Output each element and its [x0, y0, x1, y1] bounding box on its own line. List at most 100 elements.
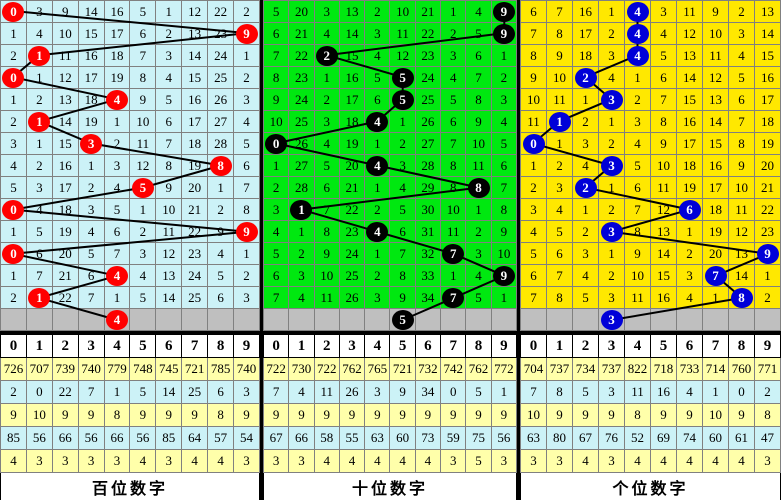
grid-cell[interactable]: 13 [728, 242, 755, 265]
grid-cell[interactable]: 1 [25, 66, 53, 89]
grid-cell[interactable]: 14 [650, 242, 677, 265]
grid-cell[interactable]: 26 [338, 286, 366, 309]
grid-cell[interactable]: 3 [389, 154, 416, 177]
grid-cell[interactable]: 2 [103, 132, 131, 155]
grid-cell[interactable]: 22 [572, 176, 599, 199]
grid-cell[interactable]: 7 [262, 44, 290, 67]
stat-header-cell[interactable]: 6 [414, 334, 442, 358]
grid-cell[interactable]: 4 [207, 242, 235, 265]
grid-cell[interactable]: 1 [207, 176, 235, 199]
grid-cell[interactable]: 14 [338, 22, 366, 45]
grid-cell[interactable]: 13 [51, 88, 79, 111]
stat-header-cell[interactable]: 9 [754, 334, 781, 358]
grid-cell[interactable]: 4 [313, 22, 340, 45]
grid-cell[interactable]: 4 [103, 308, 131, 331]
grid-cell[interactable]: 20 [702, 242, 729, 265]
grid-cell[interactable]: 4 [676, 286, 703, 309]
grid-cell[interactable]: 14 [181, 44, 209, 67]
grid-cell[interactable]: 17 [338, 88, 366, 111]
grid-cell[interactable]: 11 [702, 44, 729, 67]
grid-cell[interactable]: 17 [702, 176, 729, 199]
grid-cell[interactable]: 55 [129, 176, 157, 199]
grid-cell[interactable]: 2 [77, 176, 105, 199]
grid-cell[interactable]: 1 [364, 242, 391, 265]
grid-cell[interactable] [490, 308, 518, 331]
grid-cell[interactable]: 8 [233, 198, 260, 221]
stat-header-cell[interactable]: 1 [546, 334, 573, 358]
grid-cell[interactable]: 16 [572, 0, 599, 23]
grid-cell[interactable]: 18 [702, 198, 729, 221]
grid-cell[interactable]: 5 [262, 242, 290, 265]
grid-cell[interactable]: 4 [0, 154, 27, 177]
grid-cell[interactable]: 4 [389, 176, 416, 199]
grid-cell[interactable]: 8 [546, 286, 573, 309]
grid-cell[interactable]: 16 [702, 154, 729, 177]
grid-cell[interactable]: 18 [754, 110, 781, 133]
grid-cell[interactable]: 5 [0, 176, 27, 199]
grid-cell[interactable]: 7 [262, 286, 290, 309]
grid-cell[interactable]: 11 [129, 132, 157, 155]
grid-cell[interactable]: 13 [702, 88, 729, 111]
stat-header-cell[interactable]: 7 [181, 334, 209, 358]
grid-cell[interactable]: 11 [389, 22, 416, 45]
grid-cell[interactable]: 22 [338, 198, 366, 221]
grid-cell[interactable]: 13 [754, 0, 781, 23]
grid-cell[interactable]: 1 [77, 154, 105, 177]
grid-cell[interactable]: 14 [51, 110, 79, 133]
grid-cell[interactable]: 2 [25, 88, 53, 111]
grid-cell[interactable]: 1 [598, 176, 625, 199]
grid-cell[interactable] [754, 308, 781, 331]
stat-header-cell[interactable]: 6 [676, 334, 703, 358]
grid-cell[interactable]: 4 [624, 132, 651, 155]
grid-cell[interactable]: 24 [181, 264, 209, 287]
grid-cell[interactable]: 14 [754, 22, 781, 45]
grid-cell[interactable]: 12 [181, 0, 209, 23]
grid-cell[interactable]: 12 [129, 154, 157, 177]
grid-cell[interactable]: 5 [389, 308, 416, 331]
grid-cell[interactable]: 4 [103, 176, 131, 199]
grid-cell[interactable]: 2 [676, 242, 703, 265]
grid-cell[interactable]: 18 [676, 154, 703, 177]
grid-cell[interactable]: 33 [598, 88, 625, 111]
grid-cell[interactable]: 4 [520, 220, 547, 243]
grid-cell[interactable]: 3 [598, 44, 625, 67]
grid-cell[interactable]: 00 [520, 132, 547, 155]
grid-cell[interactable]: 9 [262, 88, 290, 111]
grid-cell[interactable]: 3 [598, 308, 625, 331]
grid-cell[interactable] [364, 308, 391, 331]
grid-cell[interactable]: 44 [624, 0, 651, 23]
stat-header-cell[interactable]: 2 [572, 334, 599, 358]
grid-cell[interactable]: 6 [25, 242, 53, 265]
grid-cell[interactable]: 3 [233, 286, 260, 309]
grid-cell[interactable]: 6 [546, 242, 573, 265]
grid-cell[interactable]: 66 [676, 198, 703, 221]
grid-cell[interactable]: 77 [440, 242, 467, 265]
grid-cell[interactable]: 6 [262, 22, 290, 45]
grid-cell[interactable]: 1 [389, 110, 416, 133]
grid-cell[interactable]: 7 [389, 242, 416, 265]
grid-cell[interactable]: 17 [181, 110, 209, 133]
stat-header-cell[interactable]: 8 [207, 334, 235, 358]
grid-cell[interactable]: 12 [155, 242, 183, 265]
grid-cell[interactable]: 24 [288, 88, 315, 111]
grid-cell[interactable]: 3 [676, 264, 703, 287]
grid-cell[interactable] [155, 308, 183, 331]
stat-header-cell[interactable]: 9 [233, 334, 260, 358]
grid-cell[interactable]: 99 [490, 0, 518, 23]
grid-cell[interactable]: 00 [0, 198, 27, 221]
grid-cell[interactable]: 17 [676, 132, 703, 155]
grid-cell[interactable]: 24 [207, 44, 235, 67]
grid-cell[interactable] [546, 308, 573, 331]
grid-cell[interactable]: 2 [754, 286, 781, 309]
grid-cell[interactable]: 99 [490, 264, 518, 287]
grid-cell[interactable]: 3 [465, 242, 492, 265]
grid-cell[interactable]: 15 [702, 132, 729, 155]
grid-cell[interactable] [465, 308, 492, 331]
grid-cell[interactable]: 4 [155, 66, 183, 89]
grid-cell[interactable]: 8 [262, 66, 290, 89]
grid-cell[interactable]: 2 [624, 88, 651, 111]
grid-cell[interactable]: 11 [465, 154, 492, 177]
grid-cell[interactable]: 3 [288, 264, 315, 287]
grid-cell[interactable] [77, 308, 105, 331]
grid-cell[interactable]: 19 [103, 66, 131, 89]
